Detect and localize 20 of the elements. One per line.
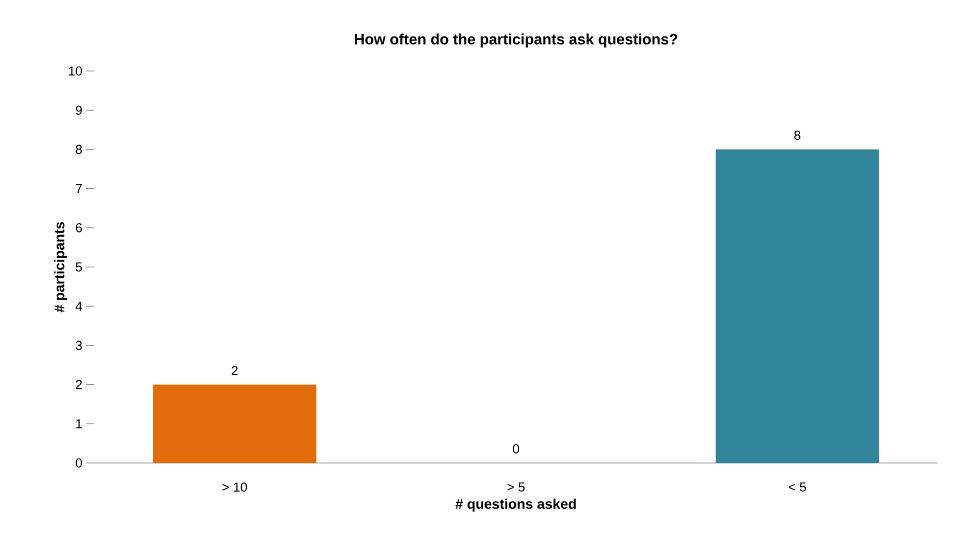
chart-title: How often do the participants ask questions? (354, 33, 678, 48)
data-label: 8 (794, 130, 800, 140)
x-tick-label: > 5 (507, 482, 525, 492)
data-label: 0 (512, 444, 520, 454)
y-tick-label: 10 (69, 66, 82, 76)
x-axis-title: # questions asked (456, 498, 576, 512)
y-tick-label: 8 (76, 144, 82, 154)
y-tick-label: 6 (76, 223, 82, 232)
y-tick-label: 3 (76, 340, 82, 350)
y-tick-label: 2 (76, 380, 82, 390)
y-tick-label: 7 (76, 184, 82, 194)
x-tick-label: < 5 (788, 482, 806, 492)
y-tick-label: 1 (76, 419, 82, 428)
y-tick-label: 5 (76, 262, 82, 272)
y-tick-label: 0 (76, 458, 82, 468)
y-axis-title: # participants (54, 222, 68, 312)
y-tick-label: 9 (76, 106, 82, 115)
x-tick-label: > 10 (222, 482, 247, 492)
data-label: 2 (232, 366, 238, 376)
y-tick-label: 4 (76, 302, 82, 311)
